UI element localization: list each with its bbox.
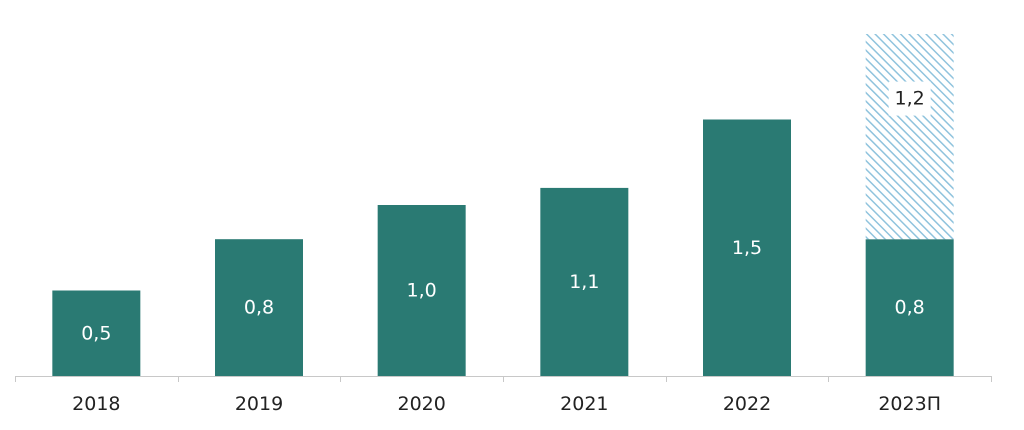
bars-layer: [52, 34, 954, 376]
bar-value-label: 0,8: [244, 297, 274, 319]
x-tick-label: 2022: [723, 393, 771, 415]
forecast-value-label: 1,2: [895, 88, 925, 110]
x-tick-label: 2018: [72, 393, 120, 415]
bar-value-label: 0,5: [81, 322, 111, 344]
x-axis: 2018 2019 2020 2021 2022 2023П: [15, 376, 992, 415]
x-tick-label: 2021: [560, 393, 608, 415]
x-tick-label: 2023П: [878, 393, 941, 415]
labels-layer: 0,5 0,8 1,0 1,1 1,5 0,8 1,2: [81, 81, 931, 344]
x-tick-label: 2019: [235, 393, 283, 415]
forecast-label-box: [888, 81, 931, 116]
bar: [215, 239, 303, 376]
bar: [540, 187, 629, 376]
bar: [377, 205, 466, 376]
bar-value-label: 1,1: [569, 271, 599, 293]
bar: [52, 290, 141, 376]
bar-value-label: 1,0: [407, 280, 437, 302]
x-tick-label: 2020: [397, 393, 445, 415]
bar-value-label: 0,8: [895, 297, 925, 319]
bar-value-label: 1,5: [732, 237, 762, 259]
bar-forecast: [865, 34, 954, 240]
bar: [703, 119, 791, 376]
bar: [865, 239, 954, 376]
